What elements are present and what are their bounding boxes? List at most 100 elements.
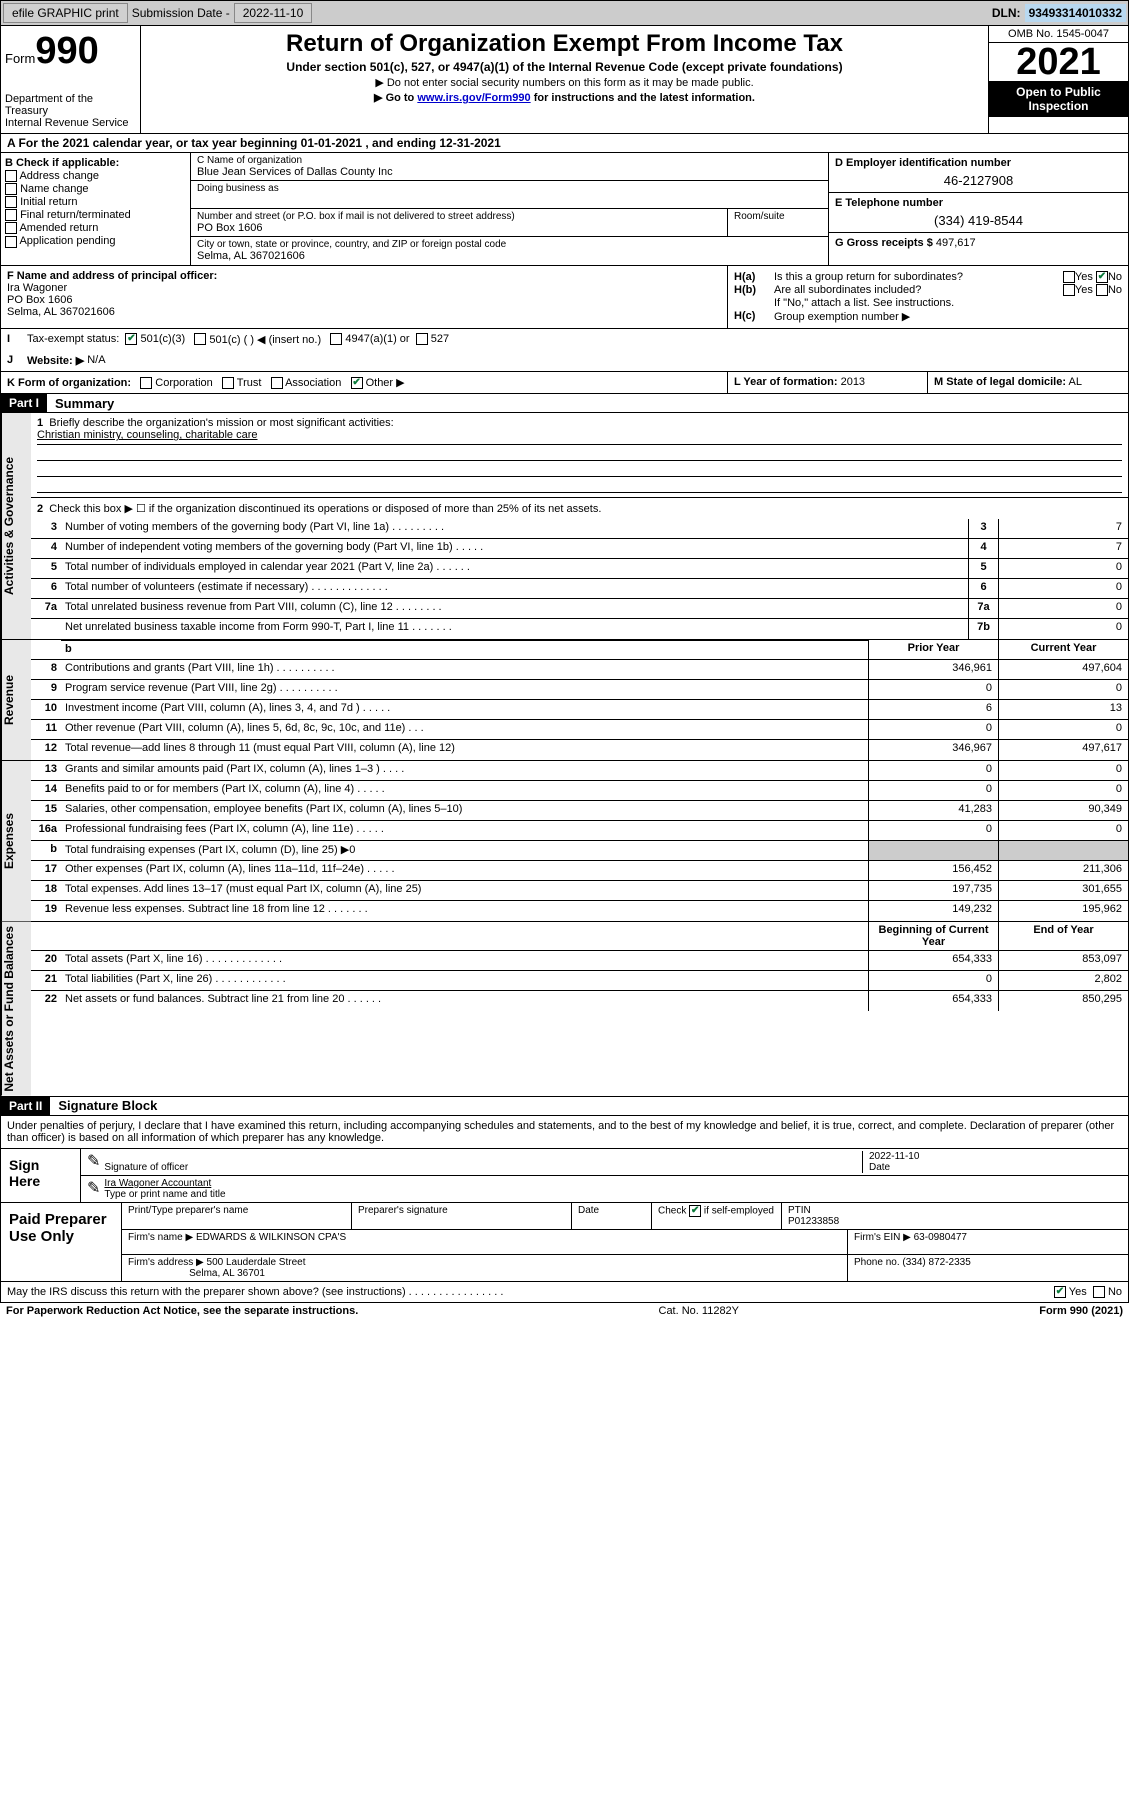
row-a-taxyear: A For the 2021 calendar year, or tax yea… <box>0 134 1129 153</box>
prep-sig-cell: Preparer's signature <box>352 1203 572 1229</box>
table-row: 10Investment income (Part VIII, column (… <box>31 700 1128 720</box>
cb-corp[interactable] <box>140 377 152 389</box>
cb-application-pending[interactable]: Application pending <box>5 235 186 247</box>
form-number: Form990 <box>5 30 136 73</box>
page-footer: For Paperwork Reduction Act Notice, see … <box>0 1303 1129 1319</box>
pen-icon: ✎ <box>87 1151 100 1173</box>
h-b-line: H(b) Are all subordinates included? Yes … <box>734 284 1122 296</box>
section-bcd: B Check if applicable: Address change Na… <box>0 153 1129 266</box>
h-a-line: H(a) Is this a group return for subordin… <box>734 271 1122 283</box>
prep-date-cell: Date <box>572 1203 652 1229</box>
h-c-line: H(c) Group exemption number ▶ <box>734 310 1122 323</box>
cb-other[interactable] <box>351 377 363 389</box>
form-subtitle: Under section 501(c), 527, or 4947(a)(1)… <box>145 60 984 74</box>
paid-preparer-label: Paid Preparer Use Only <box>1 1203 121 1281</box>
table-row: 22Net assets or fund balances. Subtract … <box>31 991 1128 1011</box>
table-row: 19Revenue less expenses. Subtract line 1… <box>31 901 1128 921</box>
firm-phone-cell: Phone no. (334) 872-2335 <box>848 1255 1128 1281</box>
side-netassets: Net Assets or Fund Balances <box>1 922 31 1096</box>
row-k: K Form of organization: Corporation Trus… <box>0 372 1129 394</box>
top-toolbar: efile GRAPHIC print Submission Date - 20… <box>0 0 1129 26</box>
revenue-block: Revenue b Prior Year Current Year 8Contr… <box>0 640 1129 761</box>
efile-button[interactable]: efile GRAPHIC print <box>3 3 128 23</box>
cb-final-return[interactable]: Final return/terminated <box>5 209 186 221</box>
officer-addr1: PO Box 1606 <box>7 294 721 306</box>
table-row: 17Other expenses (Part IX, column (A), l… <box>31 861 1128 881</box>
form-header: Form990 Department of the Treasury Inter… <box>0 26 1129 134</box>
cb-discuss-yes[interactable] <box>1054 1286 1066 1298</box>
dln-value: 93493314010332 <box>1025 4 1126 22</box>
rev-header-row: b Prior Year Current Year <box>31 640 1128 660</box>
table-row: 18Total expenses. Add lines 13–17 (must … <box>31 881 1128 901</box>
public-inspection: Open to Public Inspection <box>989 81 1128 117</box>
cb-527[interactable] <box>416 333 428 345</box>
gross-cell: G Gross receipts $ 497,617 <box>829 233 1128 253</box>
h-b-note: If "No," attach a list. See instructions… <box>734 297 1122 309</box>
table-row: 14Benefits paid to or for members (Part … <box>31 781 1128 801</box>
table-row: Net unrelated business taxable income fr… <box>31 619 1128 639</box>
cb-initial-return[interactable]: Initial return <box>5 196 186 208</box>
table-row: 8Contributions and grants (Part VIII, li… <box>31 660 1128 680</box>
cb-501c3[interactable] <box>125 333 137 345</box>
table-row: 4Number of independent voting members of… <box>31 539 1128 559</box>
governance-block: Activities & Governance 1 Briefly descri… <box>0 413 1129 640</box>
cb-amended-return[interactable]: Amended return <box>5 222 186 234</box>
part2-header: Part II Signature Block <box>0 1097 1129 1116</box>
city-cell: City or town, state or province, country… <box>191 237 828 265</box>
org-name: Blue Jean Services of Dallas County Inc <box>197 166 822 178</box>
prep-self-cell: Check if self-employed <box>652 1203 782 1229</box>
signature-block: Under penalties of perjury, I declare th… <box>0 1116 1129 1303</box>
officer-name: Ira Wagoner <box>7 282 721 294</box>
table-row: 5Total number of individuals employed in… <box>31 559 1128 579</box>
table-row: 21Total liabilities (Part X, line 26) . … <box>31 971 1128 991</box>
table-row: 12Total revenue—add lines 8 through 11 (… <box>31 740 1128 760</box>
section-fh: F Name and address of principal officer:… <box>0 266 1129 329</box>
form-title: Return of Organization Exempt From Incom… <box>145 30 984 58</box>
tel-cell: E Telephone number (334) 419-8544 <box>829 193 1128 233</box>
firm-name-cell: Firm's name ▶ EDWARDS & WILKINSON CPA'S <box>122 1230 848 1254</box>
dept-label: Department of the Treasury <box>5 93 136 117</box>
officer-print-name: Ira Wagoner Accountant <box>104 1178 1122 1189</box>
pen-icon: ✎ <box>87 1178 100 1200</box>
side-expenses: Expenses <box>1 761 31 921</box>
net-header-row: Beginning of Current Year End of Year <box>31 922 1128 951</box>
table-row: 16aProfessional fundraising fees (Part I… <box>31 821 1128 841</box>
sign-here-label: Sign Here <box>1 1149 81 1202</box>
row-i: I Tax-exempt status: 501(c)(3) 501(c) ( … <box>0 329 1129 350</box>
cb-address-change[interactable]: Address change <box>5 170 186 182</box>
firm-ein-cell: Firm's EIN ▶ 63-0980477 <box>848 1230 1128 1254</box>
row-j: J Website: ▶ N/A <box>0 350 1129 372</box>
note-link: ▶ Go to www.irs.gov/Form990 for instruct… <box>145 91 984 104</box>
sig-intro: Under penalties of perjury, I declare th… <box>1 1116 1128 1148</box>
side-revenue: Revenue <box>1 640 31 760</box>
expenses-block: Expenses 13Grants and similar amounts pa… <box>0 761 1129 922</box>
note-ssn: ▶ Do not enter social security numbers o… <box>145 76 984 89</box>
dba-cell: Doing business as <box>191 181 828 209</box>
street-cell: Number and street (or P.O. box if mail i… <box>191 209 728 237</box>
irs-link[interactable]: www.irs.gov/Form990 <box>417 92 530 104</box>
subdate-value: 2022-11-10 <box>234 3 313 23</box>
cb-trust[interactable] <box>222 377 234 389</box>
ein-cell: D Employer identification number 46-2127… <box>829 153 1128 193</box>
table-row: 13Grants and similar amounts paid (Part … <box>31 761 1128 781</box>
cb-assoc[interactable] <box>271 377 283 389</box>
officer-addr2: Selma, AL 367021606 <box>7 306 721 318</box>
table-row: 20Total assets (Part X, line 16) . . . .… <box>31 951 1128 971</box>
subdate-label: Submission Date - <box>132 6 230 20</box>
cb-name-change[interactable]: Name change <box>5 183 186 195</box>
table-row: 15Salaries, other compensation, employee… <box>31 801 1128 821</box>
netassets-block: Net Assets or Fund Balances Beginning of… <box>0 922 1129 1097</box>
prep-name-cell: Print/Type preparer's name <box>122 1203 352 1229</box>
table-row: 11Other revenue (Part VIII, column (A), … <box>31 720 1128 740</box>
table-row: 3Number of voting members of the governi… <box>31 519 1128 539</box>
table-row: bTotal fundraising expenses (Part IX, co… <box>31 841 1128 861</box>
table-row: 7aTotal unrelated business revenue from … <box>31 599 1128 619</box>
cb-discuss-no[interactable] <box>1093 1286 1105 1298</box>
side-governance: Activities & Governance <box>1 413 31 639</box>
cb-501c[interactable] <box>194 333 206 345</box>
table-row: 9Program service revenue (Part VIII, lin… <box>31 680 1128 700</box>
mission-text: Christian ministry, counseling, charitab… <box>37 429 1122 445</box>
irs-label: Internal Revenue Service <box>5 117 136 129</box>
cb-4947[interactable] <box>330 333 342 345</box>
part1-header: Part I Summary <box>0 394 1129 413</box>
